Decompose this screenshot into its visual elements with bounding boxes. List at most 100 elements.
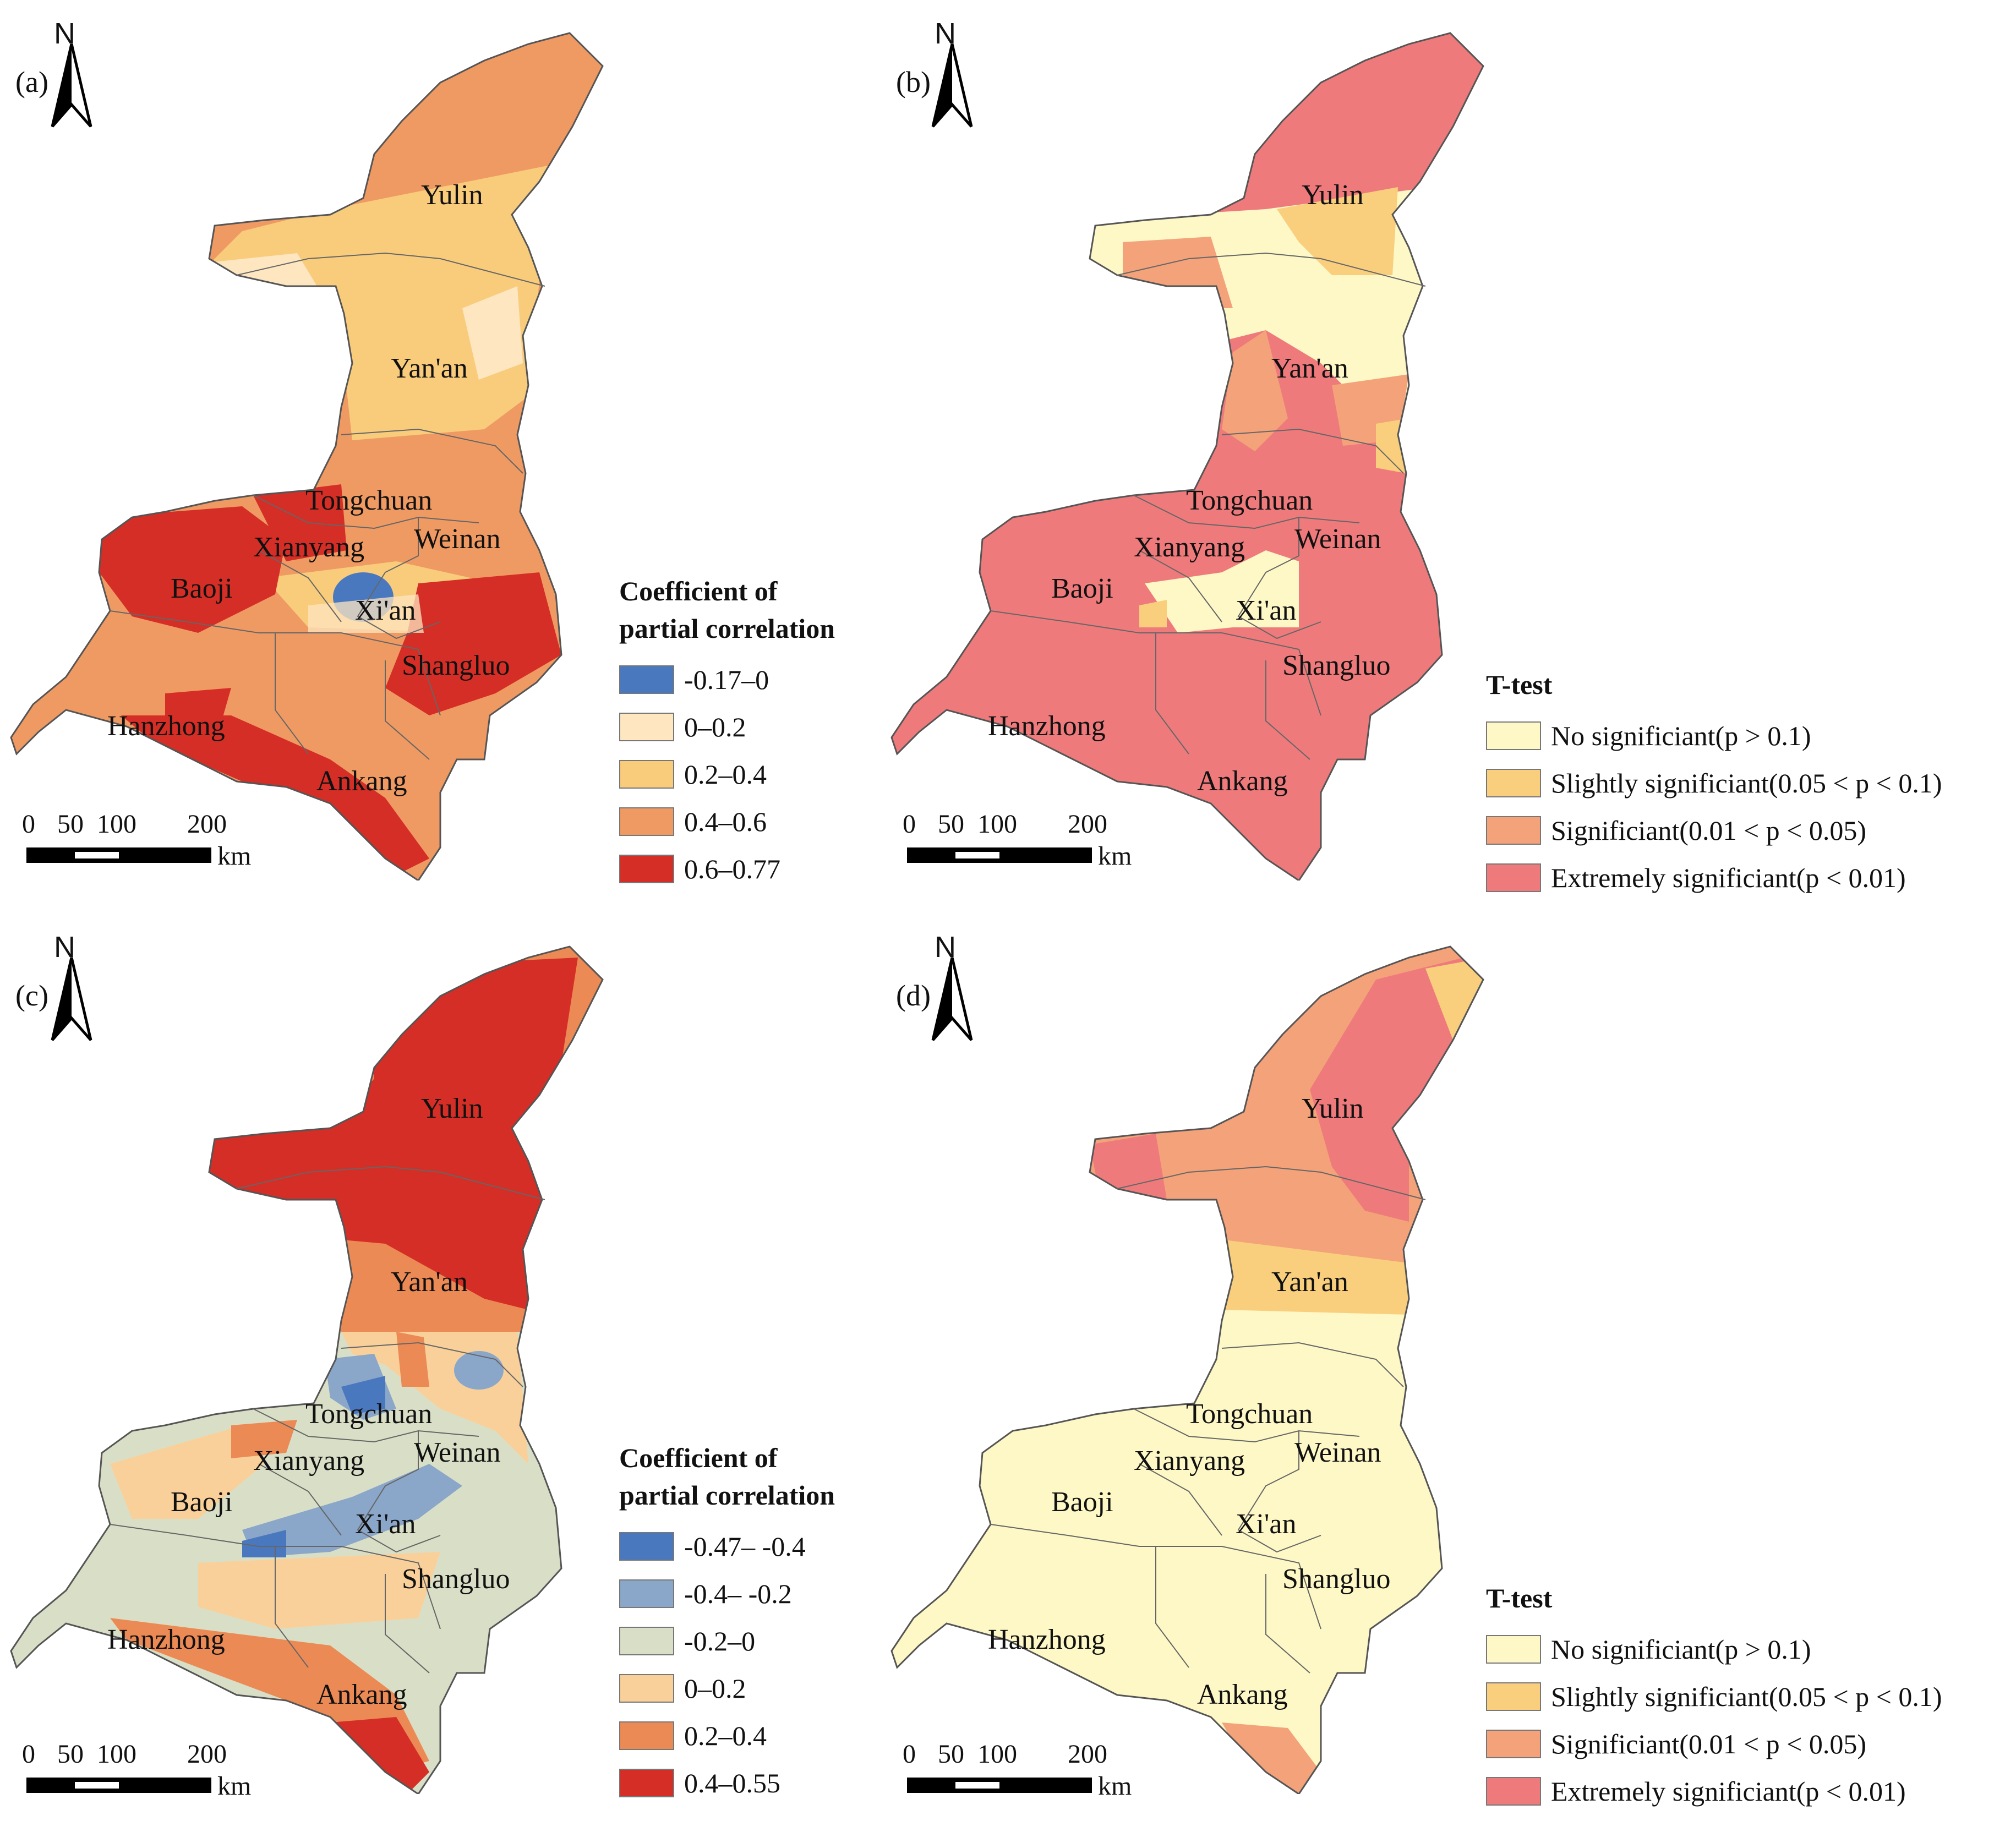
legend-label: 0.4–0.55 (684, 1768, 780, 1798)
legend-item: -0.2–0 (619, 1617, 835, 1665)
city-label-yulin: Yulin (1302, 1093, 1364, 1124)
city-label-xianyang: Xianyang (253, 1445, 365, 1477)
legend-title-line: partial correlation (619, 1480, 835, 1511)
legend-label: -0.47– -0.4 (684, 1531, 806, 1562)
legend-label: -0.4– -0.2 (684, 1578, 792, 1609)
legend-title-line: T-test (1486, 669, 1553, 700)
scale-unit: km (1098, 1771, 1132, 1801)
legend-item: 0.2–0.4 (619, 1712, 835, 1759)
scale-bar-graphic (26, 1778, 211, 1793)
scale-bar-graphic (907, 847, 1092, 863)
panel-letter: (d) (896, 979, 931, 1012)
scale-tick: 200 (1068, 1740, 1107, 1769)
city-label-hanzhong: Hanzhong (107, 710, 225, 742)
city-label-ankang: Ankang (1197, 765, 1288, 797)
city-label-weinan: Weinan (1294, 1437, 1381, 1468)
scale-tick: 0 (22, 810, 35, 839)
panel-c: (c) N Yulin Yan'an Tongchuan Xianyang We… (0, 914, 1008, 1821)
legend-title-line: Coefficient of (619, 576, 778, 606)
north-label: N (935, 931, 956, 964)
city-label-shangluo: Shangluo (402, 1563, 510, 1595)
scale-tick: 50 (57, 810, 84, 839)
scale-tick: 0 (903, 810, 916, 839)
north-arrow-icon (51, 43, 92, 128)
scale-tick: 0 (22, 1740, 35, 1769)
legend-swatch (1486, 863, 1541, 892)
legend-swatch (1486, 721, 1541, 750)
city-label-xianyang: Xianyang (1134, 1445, 1245, 1477)
legend-swatch (619, 713, 674, 741)
panel-b: (b) N Yulin Yan'an Tongchuan Xianyang We… (881, 0, 1942, 910)
city-label-ankang: Ankang (1197, 1679, 1288, 1710)
map-a (10, 32, 604, 881)
city-label-yanan: Yan'an (391, 353, 468, 384)
legend-title-line: T-test (1486, 1583, 1553, 1614)
legend-title: Coefficient of partial correlation (619, 1439, 835, 1514)
map-c (10, 945, 604, 1794)
legend-item: 0.4–0.55 (619, 1759, 835, 1807)
legend-item: -0.47– -0.4 (619, 1523, 835, 1570)
north-label: N (54, 931, 75, 964)
legend-title-line: Coefficient of (619, 1442, 778, 1473)
city-label-yanan: Yan'an (391, 1266, 468, 1298)
north-arrow-icon (51, 957, 92, 1041)
city-label-yulin: Yulin (1302, 179, 1364, 211)
legend-label: 0–0.2 (684, 712, 746, 742)
scale-tick: 50 (57, 1740, 84, 1769)
legend-label: Significiant(0.01 < p < 0.05) (1551, 815, 1866, 846)
city-label-baoji: Baoji (171, 573, 233, 604)
city-label-xian: Xi'an (355, 595, 416, 626)
legend-swatch (619, 665, 674, 694)
scale-bar: 0 50 100 200 km (903, 1739, 1132, 1811)
legend-label: No significiant(p > 0.1) (1551, 1634, 1811, 1665)
scale-tick: 200 (1068, 810, 1107, 839)
legend-item: Slightly significiant(0.05 < p < 0.1) (1486, 759, 1942, 807)
city-label-xianyang: Xianyang (1134, 532, 1245, 563)
city-label-yulin: Yulin (421, 179, 483, 211)
scale-tick: 100 (97, 1740, 136, 1769)
city-label-tongchuan: Tongchuan (1186, 485, 1313, 516)
legend-label: 0.4–0.6 (684, 806, 767, 837)
legend-swatch (1486, 1635, 1541, 1664)
scale-tick: 200 (187, 1740, 227, 1769)
legend-item: 0.2–0.4 (619, 751, 835, 798)
legend-swatch (1486, 769, 1541, 797)
legend-a: Coefficient of partial correlation -0.17… (619, 572, 835, 893)
scale-bar: 0 50 100 200 km (22, 809, 251, 881)
city-label-yanan: Yan'an (1271, 353, 1348, 384)
scale-tick: 50 (938, 810, 964, 839)
legend-item: No significiant(p > 0.1) (1486, 1626, 1942, 1673)
legend-swatch (619, 807, 674, 836)
legend-title: T-test (1486, 666, 1942, 703)
city-label-yulin: Yulin (421, 1093, 483, 1124)
legend-label: -0.17–0 (684, 664, 769, 695)
scale-tick: 100 (977, 1740, 1017, 1769)
city-label-xian: Xi'an (1236, 1508, 1297, 1540)
legend-swatch (619, 760, 674, 789)
scale-bar: 0 50 100 200 km (22, 1739, 251, 1811)
north-label: N (54, 17, 75, 50)
legend-item: Significiant(0.01 < p < 0.05) (1486, 807, 1942, 854)
scale-bar: 0 50 100 200 km (903, 809, 1132, 881)
legend-swatch (619, 1769, 674, 1797)
panel-d: (d) N Yulin Yan'an Tongchuan Xianyang We… (881, 914, 1942, 1821)
city-label-xian: Xi'an (355, 1508, 416, 1540)
city-label-tongchuan: Tongchuan (305, 1398, 433, 1430)
legend-item: Significiant(0.01 < p < 0.05) (1486, 1720, 1942, 1768)
city-label-baoji: Baoji (1051, 573, 1113, 604)
city-label-yanan: Yan'an (1271, 1266, 1348, 1298)
legend-item: 0.4–0.6 (619, 798, 835, 845)
legend-label: 0.2–0.4 (684, 759, 767, 790)
scale-unit: km (1098, 841, 1132, 871)
legend-b: T-test No significiant(p > 0.1) Slightly… (1486, 666, 1942, 901)
scale-tick: 200 (187, 810, 227, 839)
legend-item: Extremely significiant(p < 0.01) (1486, 854, 1942, 901)
legend-item: 0–0.2 (619, 1665, 835, 1712)
city-label-hanzhong: Hanzhong (988, 710, 1106, 742)
city-label-ankang: Ankang (316, 765, 407, 797)
map-b (890, 32, 1484, 881)
legend-swatch (619, 1721, 674, 1750)
scale-tick: 100 (977, 810, 1017, 839)
city-label-hanzhong: Hanzhong (988, 1624, 1106, 1655)
city-label-hanzhong: Hanzhong (107, 1624, 225, 1655)
